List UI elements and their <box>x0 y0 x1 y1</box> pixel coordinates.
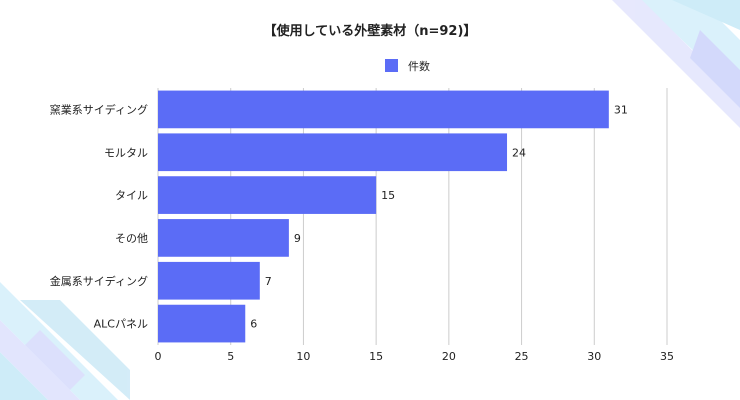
bar <box>158 133 508 172</box>
bar <box>158 261 260 300</box>
chart-title: 【使用している外壁素材（n=92)】 <box>264 23 477 39</box>
category-label: 金属系サイディング <box>50 274 148 288</box>
gridlines <box>157 88 668 345</box>
x-tick-label: 35 <box>660 350 674 363</box>
legend-label: 件数 <box>408 60 430 73</box>
category-label: モルタル <box>104 146 148 159</box>
x-tick-label: 15 <box>369 350 383 363</box>
x-tick-label: 0 <box>155 350 162 363</box>
category-label: ALCパネル <box>94 318 148 331</box>
top-right-stripes <box>612 0 740 128</box>
bars <box>158 90 609 343</box>
data-label: 7 <box>265 275 272 288</box>
bar <box>158 219 289 257</box>
bar <box>158 176 377 214</box>
data-label: 9 <box>294 232 301 245</box>
x-tick-label: 10 <box>296 350 310 363</box>
bar <box>158 304 246 343</box>
category-label: 窯業系サイディング <box>50 102 148 116</box>
bar <box>158 90 609 129</box>
category-label: その他 <box>115 232 148 245</box>
x-tick-label: 5 <box>227 350 234 363</box>
data-label: 15 <box>381 189 395 202</box>
x-tick-label: 25 <box>515 350 529 363</box>
legend: 件数 <box>385 59 430 73</box>
data-labels: 31 24 15 9 7 6 <box>250 103 628 330</box>
data-label: 24 <box>512 146 526 159</box>
x-axis-ticks: 0 5 10 15 20 25 30 35 <box>155 350 675 363</box>
bottom-left-stripes <box>0 282 130 400</box>
legend-swatch <box>385 59 398 72</box>
category-label: タイル <box>115 189 148 202</box>
x-tick-label: 20 <box>442 350 456 363</box>
data-label: 31 <box>614 103 628 116</box>
data-label: 6 <box>250 318 257 331</box>
x-tick-label: 30 <box>587 350 601 363</box>
